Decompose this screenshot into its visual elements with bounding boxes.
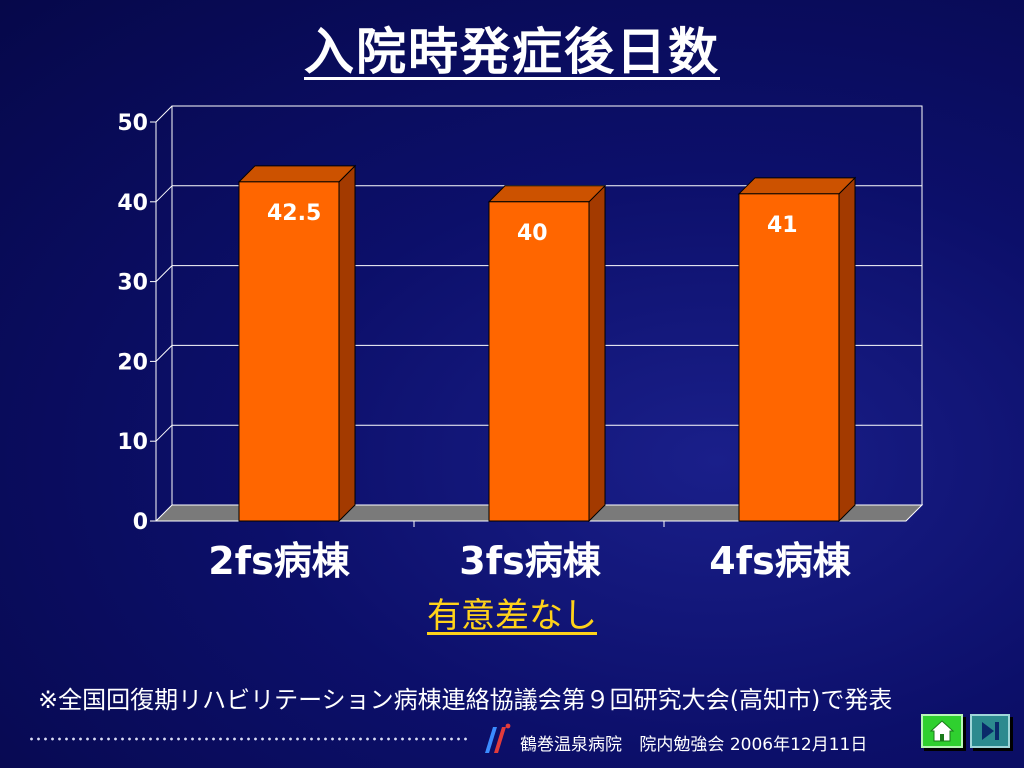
gridline-side — [155, 265, 173, 282]
bar-top — [487, 185, 607, 203]
next-slide-button[interactable] — [970, 714, 1010, 748]
y-tick-label: 0 — [133, 510, 148, 535]
home-button[interactable] — [921, 714, 963, 748]
data-label: 42.5 — [267, 201, 321, 226]
data-label: 40 — [517, 221, 548, 246]
dotted-divider — [28, 737, 468, 741]
home-icon — [929, 720, 955, 742]
y-tick-label: 50 — [117, 111, 148, 136]
gridline-side — [155, 345, 173, 362]
bar-top — [737, 177, 857, 195]
bar — [738, 193, 840, 522]
skip-next-icon — [982, 722, 999, 740]
data-label: 41 — [767, 213, 798, 238]
y-tick-label: 30 — [117, 271, 148, 296]
x-tick-label: 2fs病棟 — [208, 539, 350, 583]
slide-title: 入院時発症後日数 — [304, 23, 720, 81]
x-tick-label: 4fs病棟 — [709, 539, 851, 583]
gridline-side — [155, 105, 173, 123]
bar — [238, 181, 340, 522]
footer-date: 2006年12月11日 — [729, 735, 868, 755]
bar-side — [588, 184, 606, 523]
footer-hospital: 鶴巻温泉病院 — [520, 735, 622, 755]
y-tick-label: 40 — [117, 191, 148, 216]
bar — [488, 201, 590, 522]
gridline-side — [155, 185, 173, 203]
slide-title-wrap: 入院時発症後日数 — [0, 12, 1024, 84]
bar-top — [237, 165, 357, 183]
footer-event: 院内勉強会 — [639, 735, 725, 755]
bar-side — [838, 176, 856, 523]
significance-note[interactable]: 有意差なし — [427, 596, 597, 636]
footer: 鶴巻温泉病院 院内勉強会 2006年12月11日 — [520, 730, 867, 755]
bar-side — [338, 164, 356, 523]
gridline-side — [155, 424, 173, 442]
presentation-footnote: ※全国回復期リハビリテーション病棟連絡協議会第９回研究大会(高知市)で発表 — [38, 686, 893, 714]
y-tick-label: 20 — [117, 350, 148, 375]
hospital-logo-icon — [485, 723, 511, 753]
x-tick-label: 3fs病棟 — [459, 539, 601, 583]
y-tick-label: 10 — [117, 430, 148, 455]
